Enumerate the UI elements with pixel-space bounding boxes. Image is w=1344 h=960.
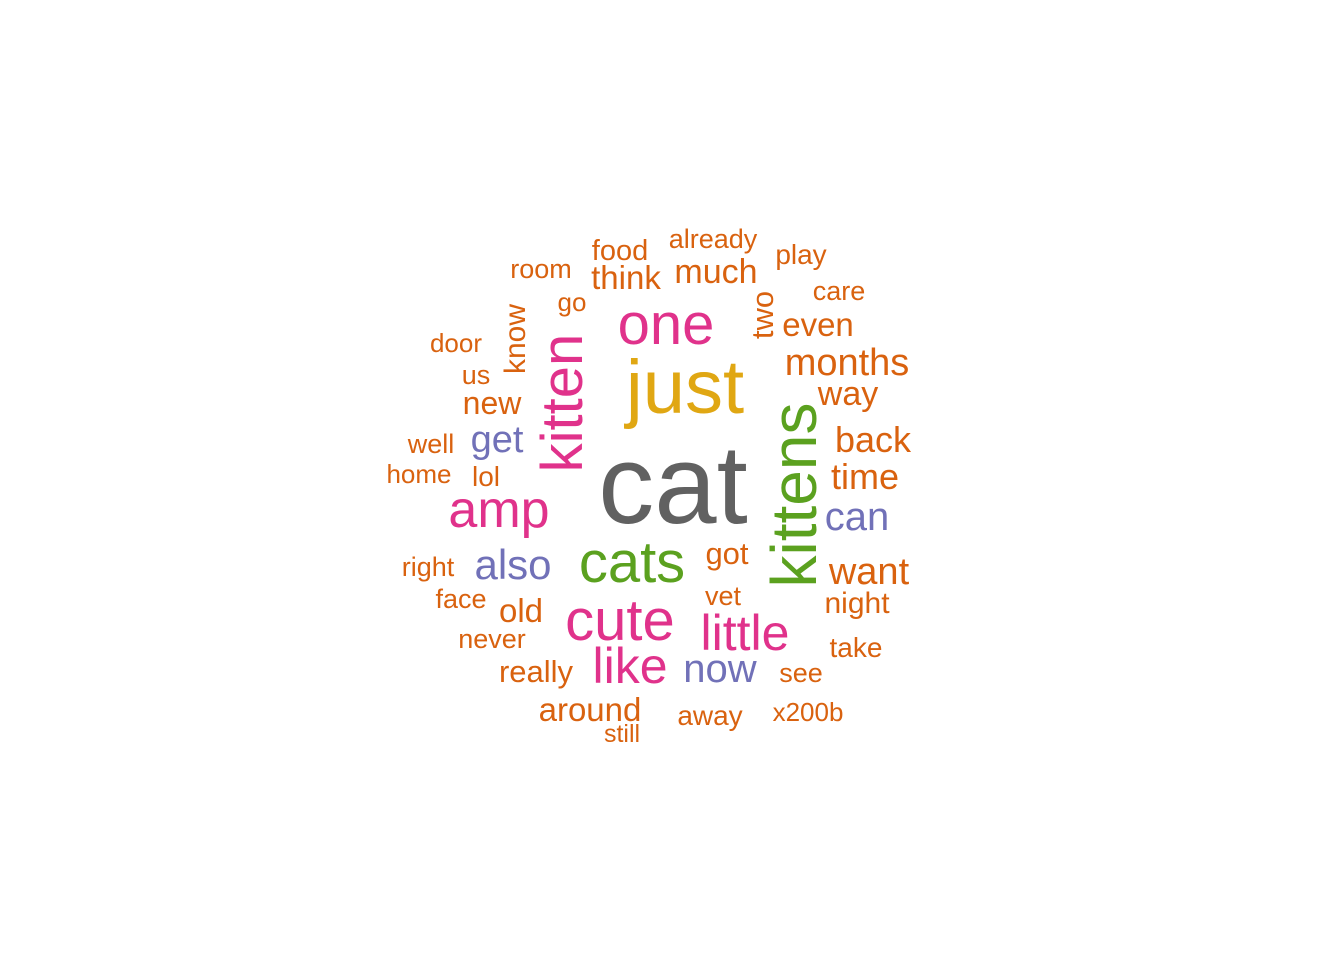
word-well: well (407, 429, 455, 459)
word-right: right (402, 552, 455, 582)
word-much: much (674, 253, 757, 291)
word-back: back (835, 419, 912, 460)
word-cute: cute (565, 588, 675, 653)
word-play: play (775, 239, 826, 270)
word-x200b: x200b (773, 697, 844, 727)
word-just: just (624, 345, 744, 430)
word-months: months (785, 342, 910, 384)
word-us: us (462, 360, 491, 390)
word-face: face (435, 584, 486, 614)
word-lol: lol (472, 461, 500, 492)
word-go: go (558, 287, 587, 317)
word-also: also (474, 541, 551, 588)
word-kittens: kittens (758, 403, 830, 588)
word-kitten: kitten (530, 334, 595, 473)
word-new: new (463, 385, 523, 421)
word-take: take (830, 632, 883, 663)
word-already: already (669, 224, 758, 254)
word-see: see (779, 658, 823, 688)
word-night: night (824, 587, 890, 620)
word-get: get (471, 419, 524, 461)
word-two: two (745, 291, 780, 339)
word-cats: cats (579, 530, 685, 595)
word-home: home (386, 459, 451, 489)
word-door: door (430, 328, 482, 358)
word-think: think (591, 259, 661, 296)
word-time: time (831, 456, 899, 497)
word-vet: vet (705, 581, 742, 611)
word-got: got (705, 536, 748, 571)
word-cat: cat (598, 422, 747, 547)
word-want: want (828, 551, 910, 593)
word-little: little (701, 605, 790, 661)
word-around: around (539, 691, 642, 728)
word-way: way (817, 375, 878, 413)
word-know: know (499, 304, 532, 374)
word-never: never (458, 624, 526, 654)
word-like: like (592, 638, 667, 694)
word-away: away (677, 700, 742, 731)
word-amp: amp (448, 481, 549, 539)
word-one: one (618, 292, 715, 357)
word-room: room (510, 254, 572, 284)
word-really: really (499, 654, 574, 689)
word-still: still (604, 720, 640, 748)
word-even: even (782, 306, 854, 343)
word-now: now (683, 647, 756, 691)
word-can: can (825, 495, 890, 539)
word-old: old (499, 592, 543, 629)
word-care: care (813, 276, 866, 306)
word-food: food (592, 235, 648, 267)
